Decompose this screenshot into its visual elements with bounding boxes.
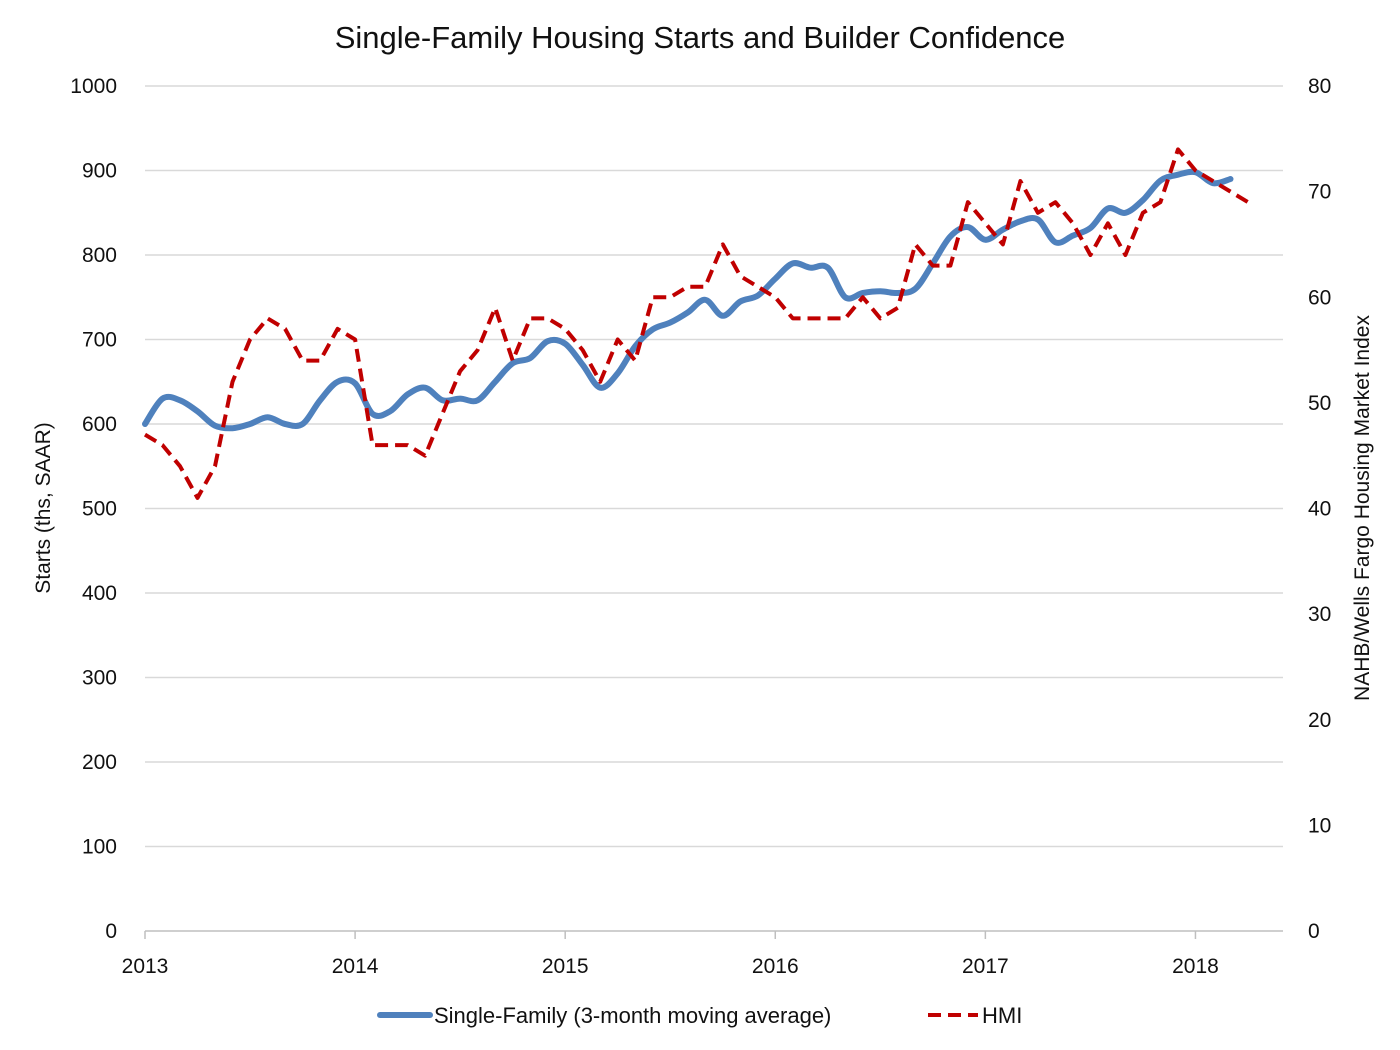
series-line-single-family <box>142 168 1234 432</box>
y-tick-label-right: 50 <box>1308 392 1331 415</box>
y-tick-label-right: 30 <box>1308 603 1331 626</box>
x-tick-label: 2016 <box>752 955 799 978</box>
y-axis-label-right: NAHB/Wells Fargo Housing Market Index <box>1351 315 1374 701</box>
y-axis-label-left: Starts (ths, SAAR) <box>32 422 55 594</box>
legend-label: Single-Family (3-month moving average) <box>434 1003 831 1028</box>
y-tick-label-right: 60 <box>1308 286 1331 309</box>
axes: 0 100 200 300 400 500 600 700 800 900 1000 0 10 20 30 4… <box>70 75 1331 978</box>
x-tick-label: 2017 <box>962 955 1009 978</box>
y-tick-label-right: 20 <box>1308 709 1331 732</box>
y-tick-label-left: 900 <box>82 160 117 183</box>
x-tick-label: 2013 <box>122 955 169 978</box>
x-tick-label: 2015 <box>542 955 589 978</box>
legend: Single-Family (3-month moving average) HM… <box>377 1003 1022 1028</box>
y-tick-label-right: 40 <box>1308 498 1331 521</box>
y-tick-label-left: 100 <box>82 836 117 859</box>
series-line-hmi <box>143 147 1250 500</box>
y-tick-label-left: 0 <box>105 920 117 943</box>
y-tick-label-left: 400 <box>82 582 117 605</box>
y-tick-label-right: 0 <box>1308 920 1320 943</box>
y-tick-label-right: 10 <box>1308 814 1331 837</box>
gridlines <box>145 85 1283 848</box>
x-tick-label: 2014 <box>332 955 379 978</box>
chart-title: Single-Family Housing Starts and Builder… <box>335 20 1066 55</box>
y-tick-label-left: 600 <box>82 413 117 436</box>
y-tick-label-right: 70 <box>1308 181 1331 204</box>
series-lines <box>142 147 1250 500</box>
y-tick-label-left: 1000 <box>70 75 117 98</box>
y-tick-label-left: 200 <box>82 751 117 774</box>
y-tick-label-left: 500 <box>82 498 117 521</box>
x-tick-label: 2018 <box>1172 955 1219 978</box>
legend-label: HMI <box>982 1003 1022 1028</box>
y-tick-label-right: 80 <box>1308 75 1331 98</box>
y-tick-label-left: 800 <box>82 244 117 267</box>
y-tick-label-left: 700 <box>82 329 117 352</box>
y-tick-label-left: 300 <box>82 667 117 690</box>
